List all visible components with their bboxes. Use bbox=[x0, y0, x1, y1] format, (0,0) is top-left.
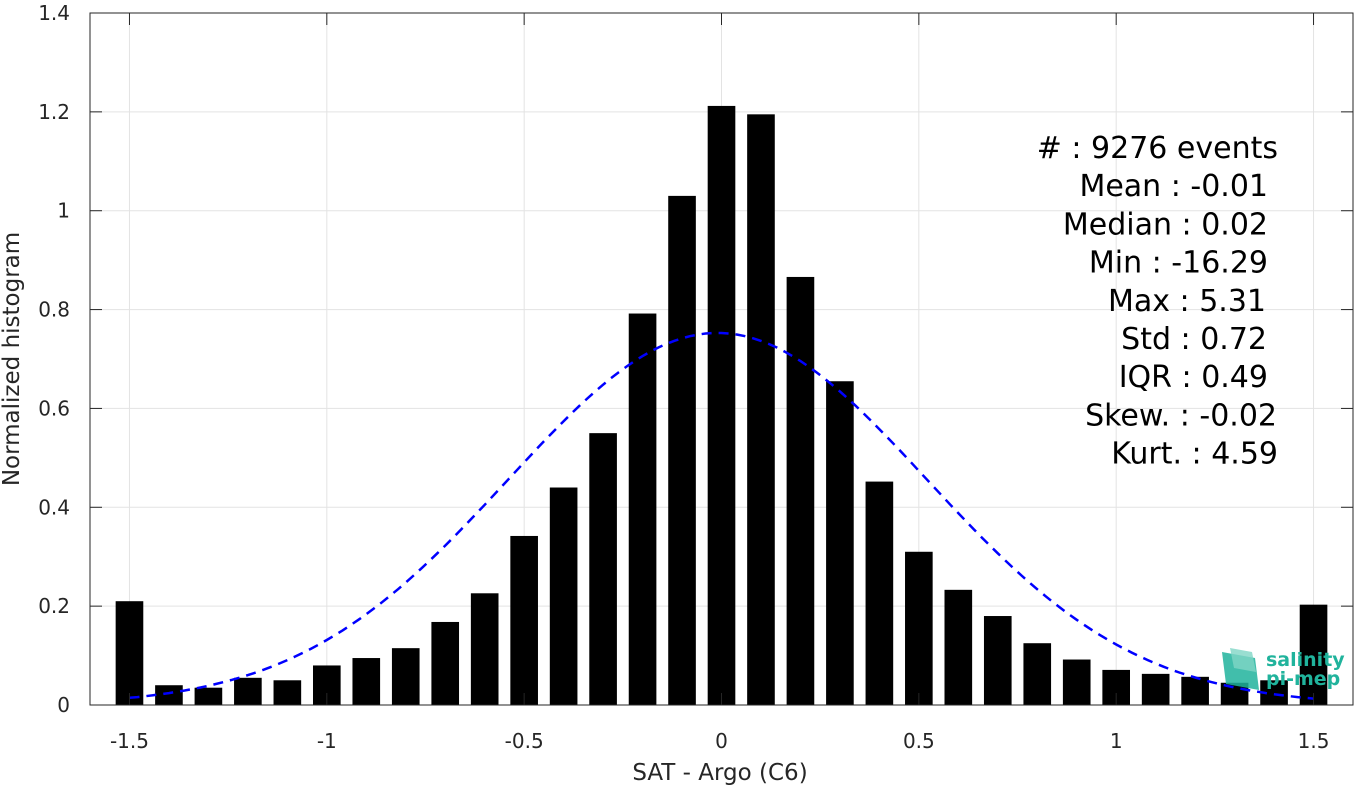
y-tick-label: 1.2 bbox=[38, 100, 70, 124]
histogram-bar bbox=[826, 381, 854, 705]
y-tick-label: 0.4 bbox=[38, 495, 70, 519]
stat-line: Std : 0.72 bbox=[1121, 322, 1267, 357]
histogram-bar bbox=[786, 276, 815, 705]
x-tick-label: -1 bbox=[317, 729, 337, 753]
x-tick-label: 0 bbox=[715, 729, 728, 753]
histogram-bar bbox=[668, 195, 696, 705]
histogram-bar bbox=[865, 481, 894, 705]
histogram-bar bbox=[944, 589, 973, 705]
y-tick-label: 0 bbox=[57, 693, 70, 717]
histogram-bar bbox=[983, 616, 1012, 705]
histogram-bar bbox=[905, 551, 933, 705]
logo-mark-icon bbox=[1222, 648, 1259, 690]
x-tick-label: -0.5 bbox=[505, 729, 544, 753]
histogram-bar bbox=[273, 680, 302, 705]
x-tick-label: -1.5 bbox=[110, 729, 149, 753]
histogram-bar bbox=[747, 114, 775, 706]
y-tick-label: 0.2 bbox=[38, 594, 70, 618]
histogram-bar bbox=[589, 433, 617, 705]
histogram-bar bbox=[628, 313, 657, 705]
stat-line: Min : -16.29 bbox=[1089, 246, 1268, 281]
salinity-pimep-logo: salinity pi-mep bbox=[1222, 648, 1345, 690]
gaussian-fit-curve bbox=[129, 331, 1314, 700]
histogram-bar bbox=[1299, 604, 1328, 705]
logo-text-pimep: pi-mep bbox=[1266, 668, 1340, 690]
histogram-bar bbox=[510, 535, 538, 705]
x-tick-label: 0.5 bbox=[903, 729, 935, 753]
histogram-bar bbox=[194, 687, 223, 705]
histogram-bar bbox=[234, 677, 262, 705]
histogram-bar bbox=[1062, 659, 1091, 705]
y-tick-label: 0.8 bbox=[38, 298, 70, 322]
histogram-bar bbox=[470, 593, 499, 705]
histogram-bar bbox=[1141, 673, 1170, 705]
stat-line: Max : 5.31 bbox=[1108, 284, 1266, 319]
axes bbox=[89, 12, 1354, 706]
x-tick-label: 1 bbox=[1110, 729, 1123, 753]
histogram-bar bbox=[155, 685, 183, 705]
histogram-bar bbox=[431, 621, 460, 705]
y-axis-label: Normalized histogram bbox=[0, 232, 25, 486]
stat-line: # : 9276 events bbox=[1037, 131, 1278, 166]
histogram-bar bbox=[549, 487, 578, 705]
histogram-bar bbox=[115, 601, 144, 705]
y-tick-label: 1.4 bbox=[38, 1, 70, 25]
histogram-bar bbox=[1181, 676, 1209, 705]
histogram-bar bbox=[391, 648, 420, 705]
bars bbox=[115, 105, 1328, 706]
x-axis-label: SAT - Argo (C6) bbox=[632, 760, 807, 786]
y-tick-label: 1 bbox=[57, 199, 70, 223]
stat-line: Skew. : -0.02 bbox=[1085, 398, 1277, 433]
stat-line: IQR : 0.49 bbox=[1119, 360, 1268, 395]
stat-line: Kurt. : 4.59 bbox=[1111, 437, 1278, 472]
x-tick-label: 1.5 bbox=[1298, 729, 1330, 753]
y-tick-labels: 0 0.2 0.4 0.6 0.8 1 1.2 1.4 bbox=[38, 1, 70, 717]
stat-line: Median : 0.02 bbox=[1063, 207, 1268, 242]
y-tick-label: 0.6 bbox=[38, 396, 70, 420]
x-tick-labels: -1.5 -1 -0.5 0 0.5 1 1.5 bbox=[110, 729, 1329, 753]
histogram-bar bbox=[707, 105, 736, 705]
stat-line: Mean : -0.01 bbox=[1079, 169, 1268, 204]
histogram-bar bbox=[1023, 643, 1052, 705]
logo-text-salinity: salinity bbox=[1266, 649, 1345, 671]
histogram-bar bbox=[352, 658, 381, 705]
